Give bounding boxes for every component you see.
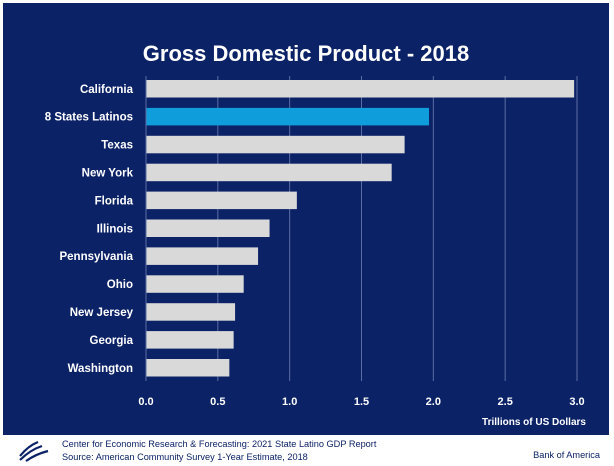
bar	[146, 135, 405, 154]
category-label: Washington	[68, 363, 133, 375]
source-note-line-2: Source: American Community Survey 1-Year…	[62, 451, 308, 462]
bar	[146, 219, 270, 237]
source-note-line-1: Center for Economic Research & Forecasti…	[62, 439, 377, 449]
chart-title: Gross Domestic Product - 2018	[142, 41, 470, 66]
category-label: Georgia	[90, 335, 134, 347]
x-tick-label: 1.0	[282, 396, 297, 408]
category-label: New York	[82, 167, 134, 179]
source-note: Center for Economic Research & Forecasti…	[62, 438, 376, 463]
category-label: Pennsylvania	[59, 251, 133, 263]
category-label: New Jersey	[70, 307, 134, 319]
brand-name: Bank of America	[533, 450, 600, 460]
x-axis-label: Trillions of US Dollars	[482, 417, 586, 428]
bar-chart: 0.0 0.5 1.0 1.5 2.0 2.5 3.0 California 8 States …	[45, 76, 586, 428]
bar	[146, 275, 244, 293]
footer: Center for Economic Research & Forecasti…	[0, 435, 614, 466]
x-tick-label: 0.5	[210, 396, 225, 408]
category-label: Texas	[101, 140, 133, 152]
x-tick-label: 3.0	[569, 396, 584, 408]
bar	[146, 247, 259, 265]
bar	[146, 107, 430, 126]
bar	[146, 303, 236, 321]
bank-of-america-flag-icon	[19, 440, 49, 462]
bar	[146, 191, 297, 210]
bar	[146, 331, 234, 349]
x-tick-label: 1.5	[354, 396, 369, 408]
category-label: Illinois	[97, 223, 133, 235]
category-label: Florida	[95, 195, 134, 207]
x-tick-label: 2.0	[426, 396, 441, 408]
bar	[146, 163, 392, 182]
x-tick-label: 2.5	[498, 396, 513, 408]
bar	[146, 359, 230, 377]
bar	[146, 80, 575, 98]
x-tick-label: 0.0	[138, 396, 153, 408]
category-label: California	[80, 84, 134, 96]
category-label: 8 States Latinos	[45, 112, 133, 124]
category-label: Ohio	[107, 279, 133, 291]
chart-panel: Gross Domestic Product - 2018	[3, 3, 609, 435]
